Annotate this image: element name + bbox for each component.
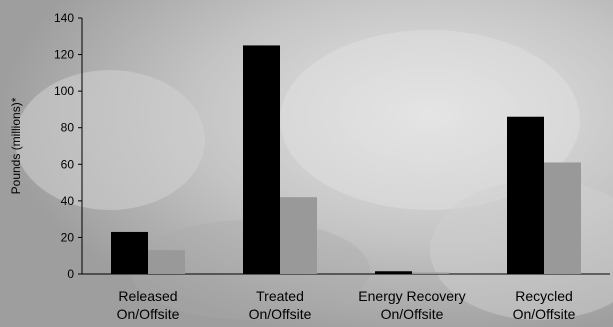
x-category-label: Treated bbox=[256, 288, 304, 304]
bar bbox=[280, 197, 317, 274]
bar bbox=[412, 272, 449, 274]
y-tick-label: 120 bbox=[54, 48, 74, 62]
bar bbox=[507, 116, 544, 274]
bar bbox=[375, 271, 412, 274]
y-tick-label: 40 bbox=[61, 194, 75, 208]
y-tick-label: 80 bbox=[61, 121, 75, 135]
x-category-label: On/Offsite bbox=[513, 306, 576, 322]
x-category-label: Energy Recovery bbox=[358, 288, 465, 304]
y-axis-label: Pounds (millions)* bbox=[9, 97, 23, 194]
y-tick-label: 0 bbox=[67, 267, 74, 281]
y-tick-label: 140 bbox=[54, 11, 74, 25]
x-category-label: Recycled bbox=[515, 288, 573, 304]
bar bbox=[148, 250, 185, 274]
bar bbox=[111, 231, 148, 274]
bar bbox=[544, 162, 581, 274]
x-category-label: On/Offsite bbox=[249, 306, 312, 322]
y-tick-label: 100 bbox=[54, 84, 74, 98]
bar bbox=[243, 45, 280, 274]
x-category-label: On/Offsite bbox=[117, 306, 180, 322]
y-tick-label: 20 bbox=[61, 230, 75, 244]
x-category-label: Released bbox=[118, 288, 177, 304]
x-category-label: On/Offsite bbox=[381, 306, 444, 322]
y-tick-label: 60 bbox=[61, 157, 75, 171]
